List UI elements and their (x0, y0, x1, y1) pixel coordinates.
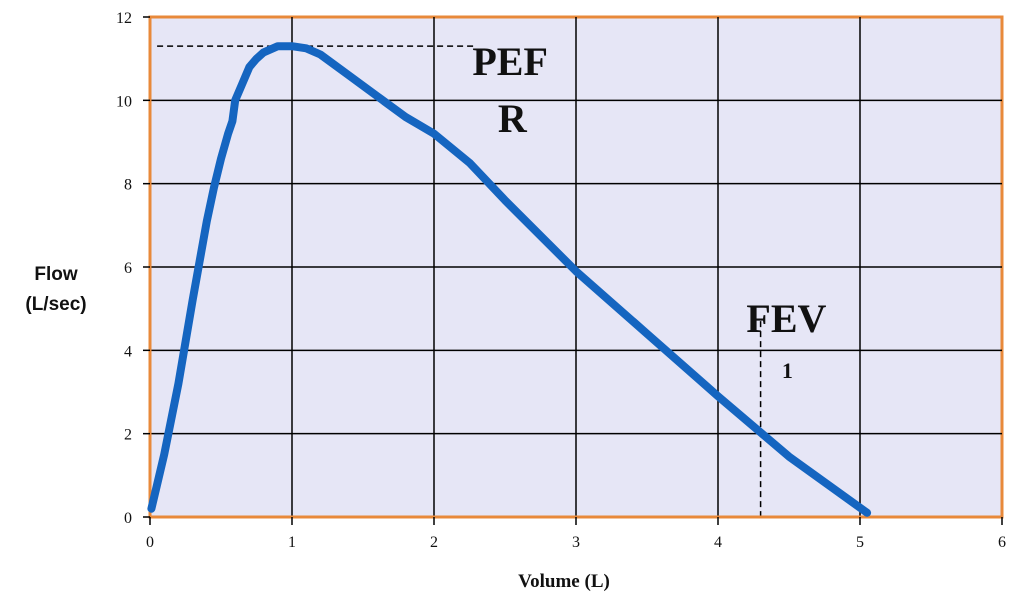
y-axis-title-line-2: (L/sec) (25, 294, 86, 315)
grid (150, 17, 1002, 517)
x-tick-label: 1 (288, 534, 296, 551)
x-tick-label: 4 (714, 534, 722, 551)
x-tick-label: 2 (430, 534, 438, 551)
y-axis (143, 16, 152, 518)
y-tick-label: 2 (124, 427, 132, 444)
fev1-label-main: FEV (746, 296, 826, 341)
y-tick-label: 0 (124, 510, 132, 527)
y-tick-label: 10 (116, 93, 132, 110)
flow-volume-curve (147, 42, 872, 517)
annotation-guides (157, 45, 762, 517)
y-tick-label: 4 (124, 343, 132, 360)
x-axis-title: Volume (L) (518, 571, 610, 592)
y-axis-title-line-1: Flow (34, 264, 77, 285)
x-axis (149, 515, 1003, 525)
x-tick-label: 5 (856, 534, 864, 551)
x-tick-label: 3 (572, 534, 580, 551)
y-tick-label: 8 (124, 177, 132, 194)
fev1-label-subscript: 1 (782, 358, 793, 383)
x-tick-label: 0 (146, 534, 154, 551)
x-tick-label: 6 (998, 534, 1006, 551)
pefr-label-line-1: PEF (472, 39, 548, 84)
pefr-label-line-2: R (498, 96, 528, 141)
y-tick-label: 6 (124, 260, 132, 277)
y-tick-label: 12 (116, 10, 132, 27)
